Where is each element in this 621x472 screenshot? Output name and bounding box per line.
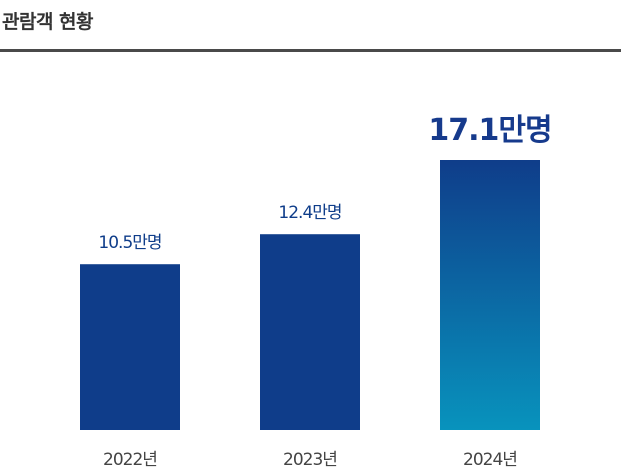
- category-label-2022년: 2022년: [103, 450, 157, 470]
- data-label-2023년: 12.4만명: [278, 203, 341, 223]
- title-divider: [0, 49, 621, 52]
- bar-2024년: [440, 160, 540, 430]
- bar-2023년: [260, 234, 360, 430]
- data-label-2024년: 17.1만명: [428, 113, 551, 148]
- category-label-2024년: 2024년: [463, 450, 517, 470]
- bar-2022년: [80, 264, 180, 430]
- category-label-2023년: 2023년: [283, 450, 337, 470]
- page-title: 관람객 현황: [2, 11, 94, 33]
- data-label-2022년: 10.5만명: [98, 233, 161, 253]
